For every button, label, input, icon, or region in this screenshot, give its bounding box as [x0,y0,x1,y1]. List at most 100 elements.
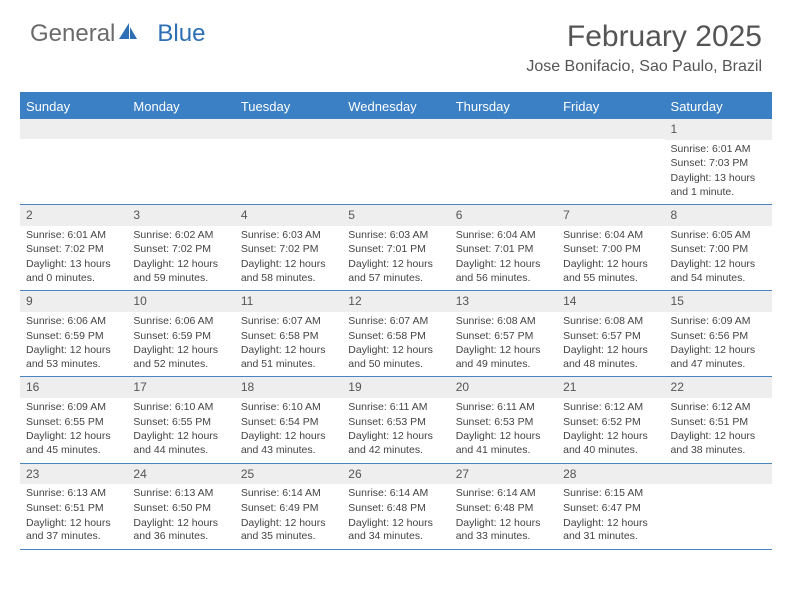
day-number: 14 [557,291,664,312]
sunrise-text: Sunrise: 6:14 AM [241,487,336,501]
daylight-text: Daylight: 12 hours and 38 minutes. [671,430,766,457]
calendar-day-cell [127,119,234,204]
brand-logo: General Blue [30,20,205,48]
day-details: Sunrise: 6:11 AMSunset: 6:53 PMDaylight:… [342,398,449,463]
weekday-header: Saturday [665,94,772,119]
day-number: 9 [20,291,127,312]
daylight-text: Daylight: 12 hours and 37 minutes. [26,517,121,544]
sunset-text: Sunset: 6:57 PM [456,330,551,344]
sunrise-text: Sunrise: 6:11 AM [456,401,551,415]
day-details: Sunrise: 6:06 AMSunset: 6:59 PMDaylight:… [127,312,234,377]
sunset-text: Sunset: 6:59 PM [26,330,121,344]
calendar-day-cell: 17Sunrise: 6:10 AMSunset: 6:55 PMDayligh… [127,377,234,462]
calendar-day-cell: 28Sunrise: 6:15 AMSunset: 6:47 PMDayligh… [557,464,664,549]
weeks-container: 1Sunrise: 6:01 AMSunset: 7:03 PMDaylight… [20,119,772,550]
sunrise-text: Sunrise: 6:09 AM [26,401,121,415]
day-number: 24 [127,464,234,485]
day-details: Sunrise: 6:07 AMSunset: 6:58 PMDaylight:… [235,312,342,377]
sunrise-text: Sunrise: 6:06 AM [133,315,228,329]
sunrise-text: Sunrise: 6:04 AM [563,229,658,243]
daylight-text: Daylight: 12 hours and 43 minutes. [241,430,336,457]
day-number [665,464,772,484]
sunset-text: Sunset: 6:58 PM [241,330,336,344]
calendar-day-cell: 9Sunrise: 6:06 AMSunset: 6:59 PMDaylight… [20,291,127,376]
calendar-day-cell: 20Sunrise: 6:11 AMSunset: 6:53 PMDayligh… [450,377,557,462]
sunrise-text: Sunrise: 6:02 AM [133,229,228,243]
sunset-text: Sunset: 6:53 PM [348,416,443,430]
sunrise-text: Sunrise: 6:12 AM [671,401,766,415]
daylight-text: Daylight: 12 hours and 58 minutes. [241,258,336,285]
calendar-day-cell: 2Sunrise: 6:01 AMSunset: 7:02 PMDaylight… [20,205,127,290]
daylight-text: Daylight: 12 hours and 49 minutes. [456,344,551,371]
day-details: Sunrise: 6:12 AMSunset: 6:51 PMDaylight:… [665,398,772,463]
day-details: Sunrise: 6:01 AMSunset: 7:03 PMDaylight:… [665,140,772,205]
calendar-day-cell: 11Sunrise: 6:07 AMSunset: 6:58 PMDayligh… [235,291,342,376]
day-number: 13 [450,291,557,312]
sunset-text: Sunset: 6:53 PM [456,416,551,430]
calendar-day-cell: 26Sunrise: 6:14 AMSunset: 6:48 PMDayligh… [342,464,449,549]
daylight-text: Daylight: 12 hours and 33 minutes. [456,517,551,544]
calendar-day-cell: 22Sunrise: 6:12 AMSunset: 6:51 PMDayligh… [665,377,772,462]
daylight-text: Daylight: 12 hours and 55 minutes. [563,258,658,285]
day-number: 4 [235,205,342,226]
calendar-day-cell: 8Sunrise: 6:05 AMSunset: 7:00 PMDaylight… [665,205,772,290]
calendar-day-cell: 7Sunrise: 6:04 AMSunset: 7:00 PMDaylight… [557,205,664,290]
sunrise-text: Sunrise: 6:08 AM [563,315,658,329]
weekday-header: Sunday [20,94,127,119]
daylight-text: Daylight: 12 hours and 51 minutes. [241,344,336,371]
day-details: Sunrise: 6:13 AMSunset: 6:51 PMDaylight:… [20,484,127,549]
day-details: Sunrise: 6:02 AMSunset: 7:02 PMDaylight:… [127,226,234,291]
weekday-header: Tuesday [235,94,342,119]
logo-text-part1: General [30,20,115,48]
sunset-text: Sunset: 6:55 PM [26,416,121,430]
day-details: Sunrise: 6:01 AMSunset: 7:02 PMDaylight:… [20,226,127,291]
day-number: 11 [235,291,342,312]
calendar-day-cell: 21Sunrise: 6:12 AMSunset: 6:52 PMDayligh… [557,377,664,462]
daylight-text: Daylight: 12 hours and 40 minutes. [563,430,658,457]
sunrise-text: Sunrise: 6:12 AM [563,401,658,415]
daylight-text: Daylight: 12 hours and 54 minutes. [671,258,766,285]
sunrise-text: Sunrise: 6:01 AM [671,143,766,157]
sunset-text: Sunset: 6:51 PM [671,416,766,430]
sunrise-text: Sunrise: 6:10 AM [241,401,336,415]
sunrise-text: Sunrise: 6:06 AM [26,315,121,329]
sunrise-text: Sunrise: 6:07 AM [241,315,336,329]
day-details: Sunrise: 6:06 AMSunset: 6:59 PMDaylight:… [20,312,127,377]
daylight-text: Daylight: 12 hours and 45 minutes. [26,430,121,457]
day-details: Sunrise: 6:07 AMSunset: 6:58 PMDaylight:… [342,312,449,377]
day-number: 22 [665,377,772,398]
sunrise-text: Sunrise: 6:10 AM [133,401,228,415]
day-number: 1 [665,119,772,140]
daylight-text: Daylight: 12 hours and 35 minutes. [241,517,336,544]
sunrise-text: Sunrise: 6:07 AM [348,315,443,329]
sunrise-text: Sunrise: 6:05 AM [671,229,766,243]
logo-text-part2: Blue [157,20,205,48]
calendar-day-cell: 16Sunrise: 6:09 AMSunset: 6:55 PMDayligh… [20,377,127,462]
calendar-day-cell: 25Sunrise: 6:14 AMSunset: 6:49 PMDayligh… [235,464,342,549]
day-number: 19 [342,377,449,398]
daylight-text: Daylight: 12 hours and 42 minutes. [348,430,443,457]
day-number: 5 [342,205,449,226]
sunrise-text: Sunrise: 6:03 AM [241,229,336,243]
calendar-day-cell: 27Sunrise: 6:14 AMSunset: 6:48 PMDayligh… [450,464,557,549]
day-number: 20 [450,377,557,398]
daylight-text: Daylight: 13 hours and 0 minutes. [26,258,121,285]
sunset-text: Sunset: 6:48 PM [456,502,551,516]
sunset-text: Sunset: 7:01 PM [348,243,443,257]
day-number [557,119,664,139]
calendar-day-cell: 5Sunrise: 6:03 AMSunset: 7:01 PMDaylight… [342,205,449,290]
day-number: 28 [557,464,664,485]
calendar-week-row: 23Sunrise: 6:13 AMSunset: 6:51 PMDayligh… [20,464,772,550]
daylight-text: Daylight: 12 hours and 47 minutes. [671,344,766,371]
day-details: Sunrise: 6:13 AMSunset: 6:50 PMDaylight:… [127,484,234,549]
day-number: 21 [557,377,664,398]
day-details: Sunrise: 6:11 AMSunset: 6:53 PMDaylight:… [450,398,557,463]
calendar-week-row: 9Sunrise: 6:06 AMSunset: 6:59 PMDaylight… [20,291,772,377]
sunset-text: Sunset: 7:00 PM [671,243,766,257]
day-number: 10 [127,291,234,312]
sunset-text: Sunset: 6:59 PM [133,330,228,344]
calendar-day-cell [20,119,127,204]
day-number: 17 [127,377,234,398]
sunset-text: Sunset: 6:50 PM [133,502,228,516]
day-details: Sunrise: 6:08 AMSunset: 6:57 PMDaylight:… [450,312,557,377]
